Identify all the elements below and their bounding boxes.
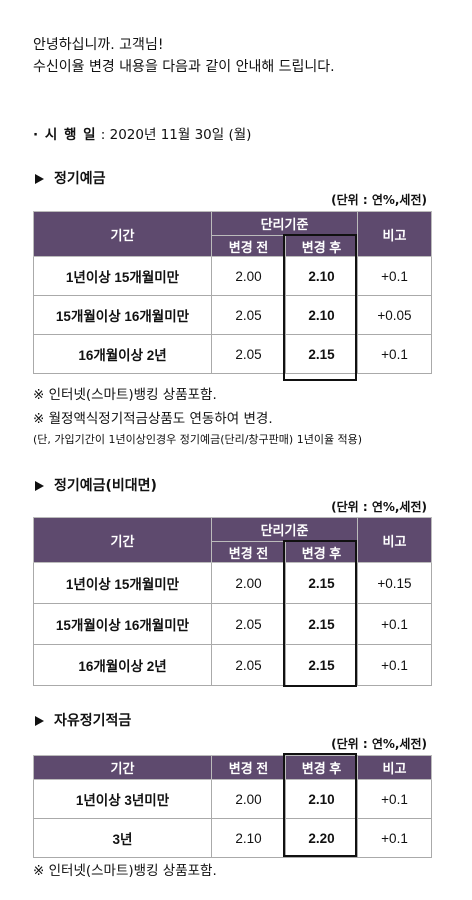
table-header-row: 기간 변경 전 변경 후 비고 xyxy=(33,755,432,780)
table-header-row: 기간 단리기준 비고 xyxy=(33,211,432,257)
section-title-time-deposit: 정기예금 xyxy=(35,168,106,188)
table-subheader-row: 변경 전 변경 후 xyxy=(34,235,432,257)
table-row: 16개월이상 2년 2.05 2.15 +0.1 xyxy=(33,644,432,686)
triangle-bullet-icon xyxy=(35,481,44,491)
header-after: 변경 후 xyxy=(285,755,358,780)
header-period: 기간 xyxy=(33,211,212,257)
cell-period: 15개월이상 16개월미만 xyxy=(33,603,212,645)
table-row: 1년이상 15개월미만 2.00 2.15 +0.15 xyxy=(33,562,432,604)
cell-note: +0.1 xyxy=(357,644,432,686)
table-row: 1년이상 15개월미만 2.00 2.10 +0.1 xyxy=(33,256,432,296)
note-line: ※ 월정액식정기적금상품도 연동하여 변경. xyxy=(33,411,273,427)
note-line: ※ 인터넷(스마트)뱅킹 상품포함. xyxy=(33,387,217,403)
triangle-bullet-icon xyxy=(35,174,44,184)
header-note: 비고 xyxy=(357,517,432,563)
header-note: 비고 xyxy=(357,211,432,257)
section-title-text: 자유정기적금 xyxy=(54,713,132,729)
section-title-text: 정기예금(비대면) xyxy=(54,478,157,494)
header-note: 비고 xyxy=(357,755,432,780)
cell-note: +0.1 xyxy=(357,779,432,819)
table-row: 15개월이상 16개월미만 2.05 2.10 +0.05 xyxy=(33,295,432,335)
after-column-highlight xyxy=(283,540,357,687)
header-period: 기간 xyxy=(33,517,212,563)
cell-period: 1년이상 15개월미만 xyxy=(33,256,212,296)
cell-note: +0.1 xyxy=(357,334,432,374)
header-before: 변경 전 xyxy=(211,235,286,257)
section-title-free-savings: 자유정기적금 xyxy=(35,710,131,730)
cell-note: +0.1 xyxy=(357,818,432,858)
triangle-bullet-icon xyxy=(35,716,44,726)
header-after: 변경 후 xyxy=(285,235,358,257)
cell-before: 2.05 xyxy=(211,644,286,686)
header-period: 기간 xyxy=(33,755,212,780)
cell-period: 1년이상 15개월미만 xyxy=(33,562,212,604)
unit-label: (단위 : 연%,세전) xyxy=(331,737,427,751)
effective-date-value: : 2020년 11월 30일 (월) xyxy=(96,127,252,143)
table-row: 16개월이상 2년 2.05 2.15 +0.1 xyxy=(33,334,432,374)
cell-before: 2.00 xyxy=(211,779,286,819)
cell-period: 1년이상 3년미만 xyxy=(33,779,212,819)
after-column-highlight xyxy=(283,234,357,381)
cell-after: 2.10 xyxy=(285,295,358,335)
after-column-highlight xyxy=(283,753,357,857)
rate-table-online-deposit: 기간 단리기준 비고 변경 전 변경 후 1년이상 15개월미만 2.00 2.… xyxy=(33,517,432,686)
cell-after: 2.15 xyxy=(285,603,358,645)
cell-before: 2.10 xyxy=(211,818,286,858)
cell-before: 2.05 xyxy=(211,334,286,374)
table-header-row: 기간 단리기준 비고 xyxy=(33,517,432,563)
effective-date: · 시 행 일 : 2020년 11월 30일 (월) xyxy=(33,123,251,143)
rate-table-time-deposit: 기간 단리기준 비고 변경 전 변경 후 1년이상 15개월미만 2.00 2.… xyxy=(33,211,432,374)
effective-date-label: · 시 행 일 xyxy=(33,127,97,143)
cell-note: +0.1 xyxy=(357,256,432,296)
table-row: 15개월이상 16개월미만 2.05 2.15 +0.1 xyxy=(33,603,432,645)
cell-note: +0.1 xyxy=(357,603,432,645)
unit-label: (단위 : 연%,세전) xyxy=(331,193,427,207)
greeting-line-2: 수신이율 변경 내용을 다음과 같이 안내해 드립니다. xyxy=(33,59,335,75)
table-row: 1년이상 3년미만 2.00 2.10 +0.1 xyxy=(33,779,432,819)
cell-after: 2.15 xyxy=(285,334,358,374)
greeting: 안녕하십니까. 고객님! 수신이율 변경 내용을 다음과 같이 안내해 드립니다… xyxy=(33,34,335,78)
cell-after: 2.15 xyxy=(285,562,358,604)
header-basis: 단리기준 xyxy=(211,211,358,236)
rate-table-free-savings: 기간 변경 전 변경 후 비고 1년이상 3년미만 2.00 2.10 +0.1… xyxy=(33,755,432,858)
header-before: 변경 전 xyxy=(211,541,286,563)
cell-period: 16개월이상 2년 xyxy=(33,644,212,686)
header-basis: 단리기준 xyxy=(211,517,358,542)
greeting-line-1: 안녕하십니까. 고객님! xyxy=(33,37,164,53)
cell-period: 15개월이상 16개월미만 xyxy=(33,295,212,335)
unit-label: (단위 : 연%,세전) xyxy=(331,500,427,514)
cell-period: 16개월이상 2년 xyxy=(33,334,212,374)
note-line-small: (단, 가입기간이 1년이상인경우 정기예금(단리/창구판매) 1년이율 적용) xyxy=(33,433,363,446)
cell-note: +0.15 xyxy=(357,562,432,604)
table-subheader-row: 변경 전 변경 후 xyxy=(34,541,432,563)
cell-period: 3년 xyxy=(33,818,212,858)
note-line: ※ 인터넷(스마트)뱅킹 상품포함. xyxy=(33,863,217,879)
section-title-text: 정기예금 xyxy=(54,171,106,187)
section-title-online-deposit: 정기예금(비대면) xyxy=(35,475,157,495)
cell-before: 2.00 xyxy=(211,256,286,296)
header-after: 변경 후 xyxy=(285,541,358,563)
cell-before: 2.05 xyxy=(211,295,286,335)
header-before: 변경 전 xyxy=(211,755,286,780)
cell-before: 2.05 xyxy=(211,603,286,645)
table-row: 3년 2.10 2.20 +0.1 xyxy=(33,818,432,858)
cell-before: 2.00 xyxy=(211,562,286,604)
cell-note: +0.05 xyxy=(357,295,432,335)
